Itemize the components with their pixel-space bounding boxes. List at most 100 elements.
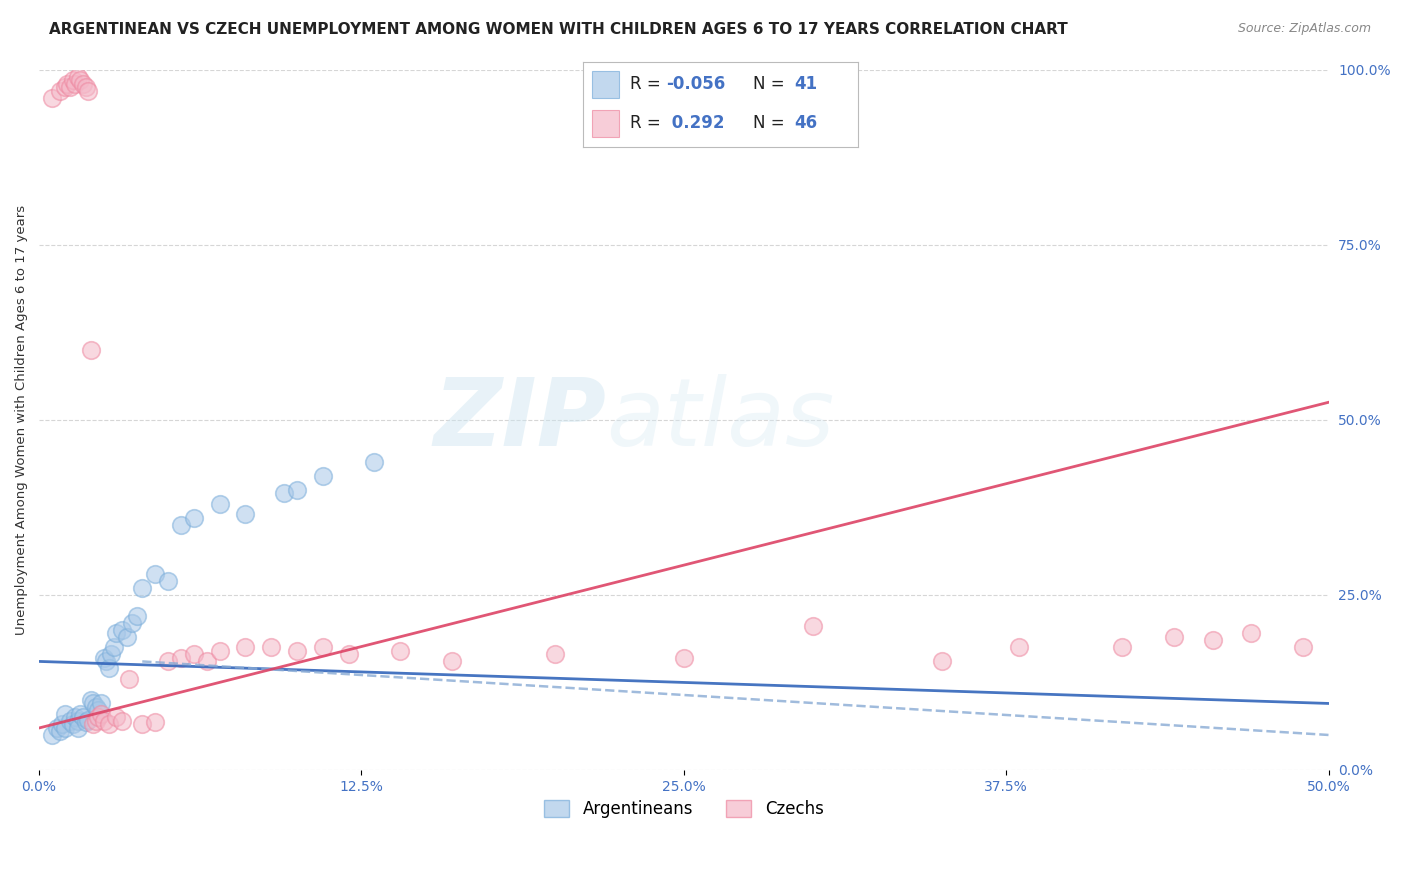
Point: [53, 721, 76, 735]
Point: [389, 644, 412, 658]
Point: [170, 517, 193, 532]
Point: [285, 483, 308, 497]
Point: [46, 721, 69, 735]
Point: [260, 640, 283, 655]
Text: N =: N =: [754, 76, 790, 94]
Point: [51, 717, 73, 731]
Point: [931, 655, 953, 669]
Point: [41, 90, 63, 104]
Point: [77, 713, 100, 727]
Point: [157, 574, 180, 588]
Point: [80, 693, 103, 707]
Point: [48, 84, 70, 98]
Point: [100, 648, 122, 662]
Point: [273, 486, 295, 500]
Point: [111, 623, 134, 637]
Point: [115, 630, 138, 644]
Point: [235, 640, 257, 655]
Point: [59, 80, 82, 95]
Point: [1163, 630, 1185, 644]
Point: [1292, 640, 1315, 655]
Point: [312, 468, 335, 483]
Point: [195, 655, 218, 669]
Text: -0.056: -0.056: [666, 76, 725, 94]
Point: [63, 77, 86, 91]
Point: [69, 706, 91, 721]
Point: [48, 724, 70, 739]
Point: [62, 73, 84, 87]
Point: [1008, 640, 1031, 655]
Point: [96, 655, 118, 669]
Point: [90, 697, 112, 711]
Point: [127, 608, 149, 623]
Point: [62, 717, 84, 731]
Text: R =: R =: [630, 76, 666, 94]
Point: [66, 714, 89, 728]
Point: [544, 648, 567, 662]
Point: [97, 717, 120, 731]
Point: [131, 581, 153, 595]
Point: [170, 651, 193, 665]
Point: [93, 714, 115, 728]
Point: [66, 721, 89, 735]
Point: [63, 710, 86, 724]
Point: [118, 672, 141, 686]
Text: N =: N =: [754, 114, 790, 132]
Point: [235, 508, 257, 522]
Point: [285, 644, 308, 658]
Point: [87, 703, 110, 717]
FancyBboxPatch shape: [592, 110, 619, 137]
Point: [208, 644, 231, 658]
Point: [105, 626, 128, 640]
Point: [41, 728, 63, 742]
Text: R =: R =: [630, 114, 666, 132]
Point: [56, 77, 79, 91]
Point: [97, 661, 120, 675]
Point: [801, 619, 824, 633]
Point: [87, 710, 110, 724]
Text: ARGENTINEAN VS CZECH UNEMPLOYMENT AMONG WOMEN WITH CHILDREN AGES 6 TO 17 YEARS C: ARGENTINEAN VS CZECH UNEMPLOYMENT AMONG …: [49, 22, 1069, 37]
Legend: Argentineans, Czechs: Argentineans, Czechs: [537, 793, 830, 825]
Point: [53, 706, 76, 721]
Point: [183, 648, 205, 662]
Point: [72, 710, 94, 724]
Point: [208, 497, 231, 511]
Text: 46: 46: [794, 114, 818, 132]
Point: [59, 714, 82, 728]
Point: [82, 717, 104, 731]
Point: [1111, 640, 1133, 655]
Point: [121, 615, 143, 630]
Point: [312, 640, 335, 655]
Point: [1240, 626, 1263, 640]
Point: [90, 706, 112, 721]
Point: [72, 77, 94, 91]
Point: [131, 717, 153, 731]
Point: [337, 648, 360, 662]
Point: [183, 511, 205, 525]
Point: [75, 80, 97, 95]
Point: [75, 715, 97, 730]
FancyBboxPatch shape: [592, 71, 619, 98]
Point: [105, 710, 128, 724]
Point: [77, 84, 100, 98]
Point: [143, 715, 166, 730]
Point: [93, 651, 115, 665]
Text: ZIP: ZIP: [433, 374, 606, 466]
Point: [82, 697, 104, 711]
Point: [84, 700, 107, 714]
Point: [672, 651, 695, 665]
Point: [157, 655, 180, 669]
Text: 41: 41: [794, 76, 818, 94]
Point: [363, 455, 385, 469]
Point: [53, 80, 76, 95]
Point: [103, 640, 125, 655]
Y-axis label: Unemployment Among Women with Children Ages 6 to 17 years: Unemployment Among Women with Children A…: [15, 205, 28, 635]
Point: [80, 343, 103, 357]
Point: [69, 73, 91, 87]
Text: 0.292: 0.292: [666, 114, 724, 132]
Point: [84, 714, 107, 728]
Point: [66, 70, 89, 84]
Point: [143, 566, 166, 581]
Point: [111, 714, 134, 728]
Text: atlas: atlas: [606, 375, 835, 466]
